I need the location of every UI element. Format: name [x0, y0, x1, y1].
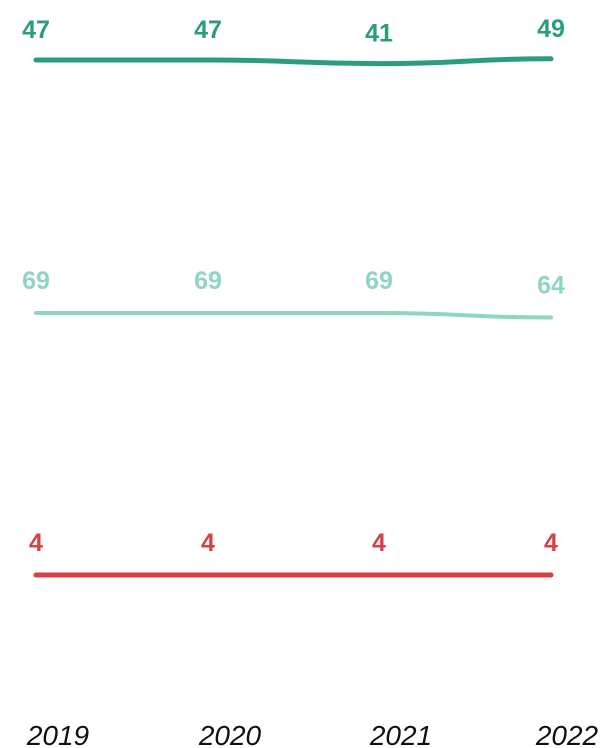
series-line-0 — [33, 56, 554, 67]
data-label: 4 — [544, 529, 558, 557]
data-label: 41 — [365, 20, 393, 48]
series-line-1 — [34, 310, 553, 320]
series-1: 69 69 69 64 — [22, 267, 565, 320]
x-axis: 2019 2020 2021 2022 — [26, 720, 599, 748]
x-tick-label: 2020 — [198, 720, 262, 748]
data-label: 4 — [201, 529, 215, 557]
series-0: 47 47 41 49 — [22, 15, 565, 67]
x-tick-label: 2019 — [26, 720, 89, 748]
data-label: 69 — [194, 267, 222, 295]
x-tick-label: 2021 — [369, 720, 432, 748]
data-label: 49 — [537, 15, 565, 43]
data-label: 47 — [22, 16, 50, 44]
series-2: 4 4 4 4 — [29, 529, 558, 578]
series-layer: 47 47 41 49 69 69 69 64 4 4 4 4 — [22, 15, 565, 578]
x-tick-label: 2022 — [535, 720, 599, 748]
data-label: 64 — [537, 272, 565, 300]
data-label: 4 — [29, 529, 43, 557]
data-label: 69 — [365, 267, 393, 295]
data-label: 47 — [194, 16, 222, 44]
data-label: 69 — [22, 267, 50, 295]
data-label: 4 — [372, 529, 386, 557]
